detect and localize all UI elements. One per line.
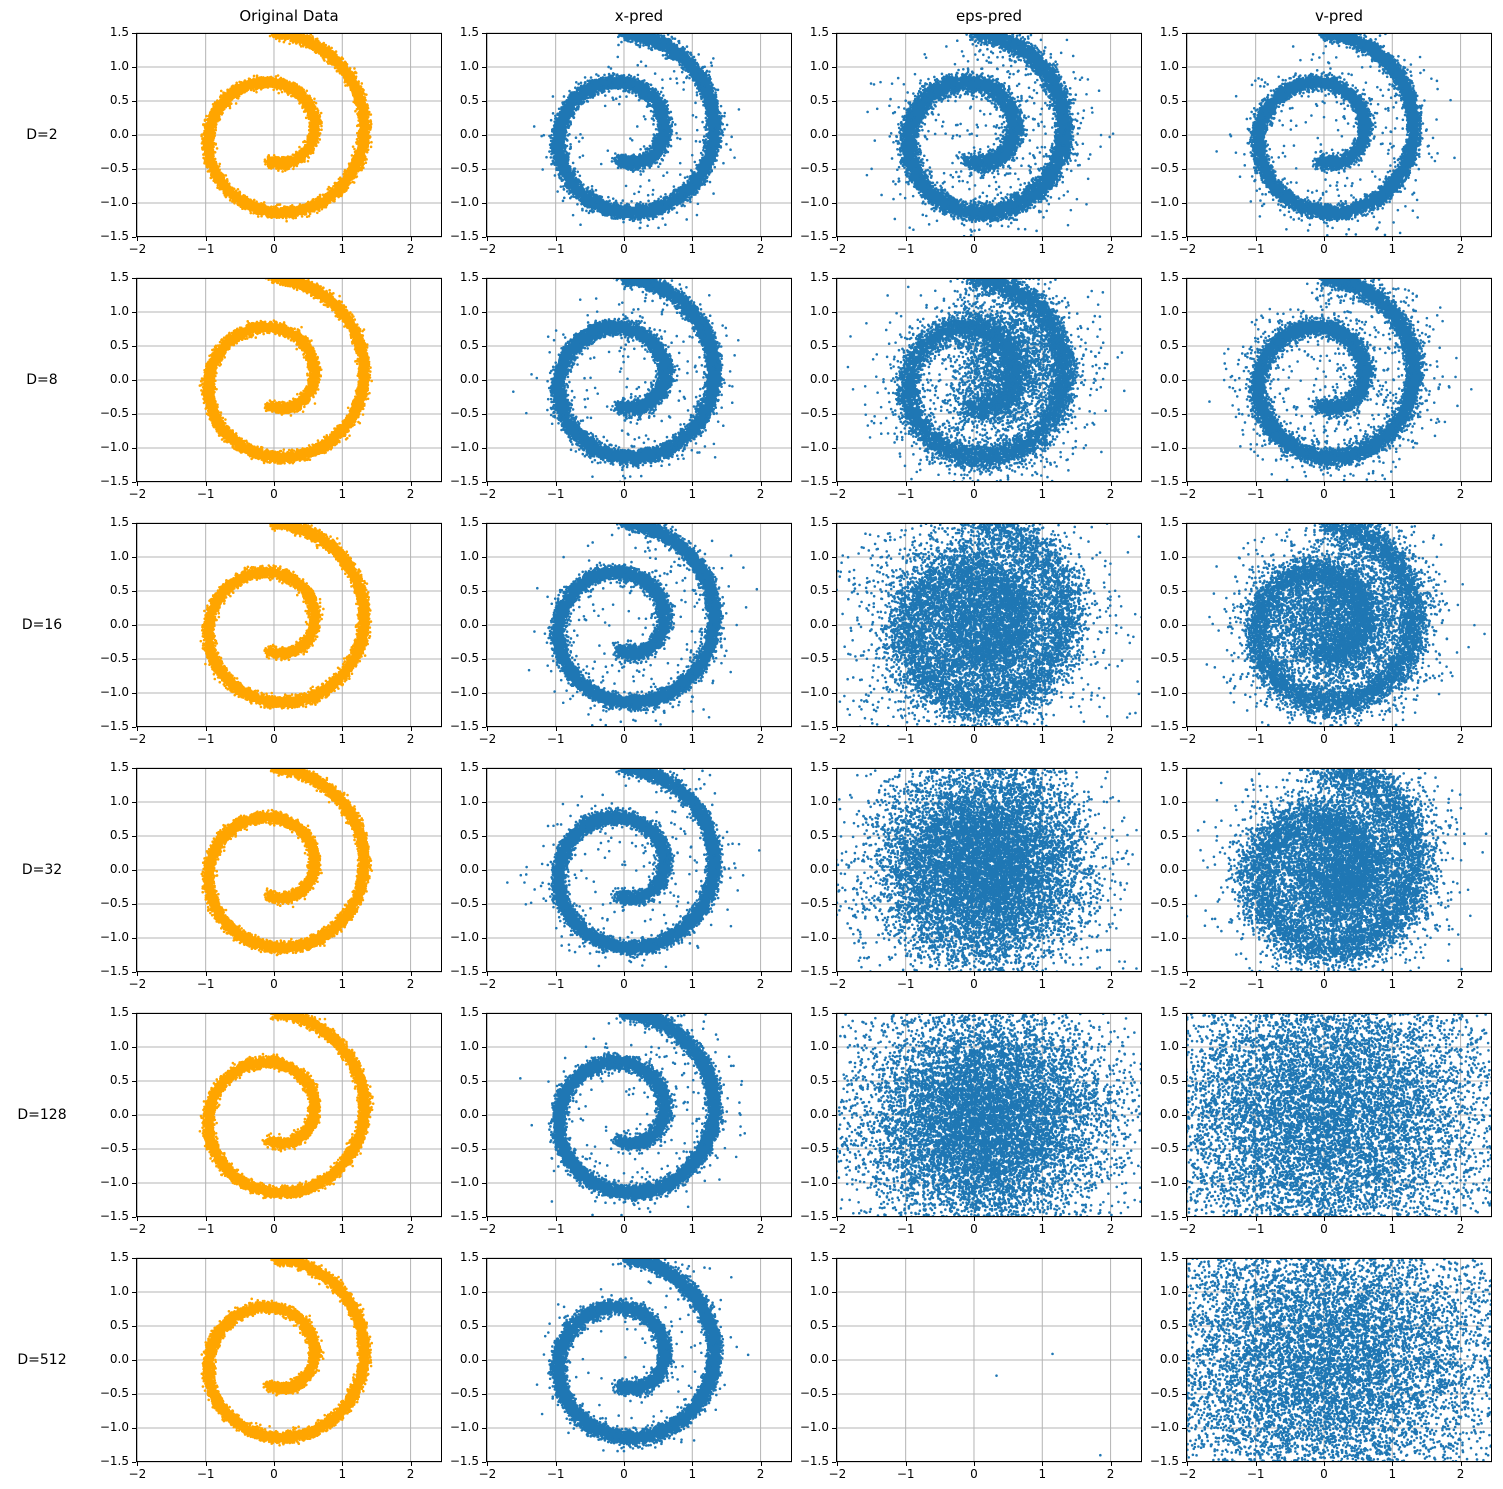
row-label-d16: D=16 [21, 617, 63, 633]
subplot-d512-v-pred [1136, 1248, 1503, 1489]
subplot-d512-original-data [86, 1248, 458, 1489]
subplot-d16-x-pred [436, 513, 808, 757]
subplot-d128-original-data [86, 1003, 458, 1247]
column-title-eps-pred: eps-pred [955, 7, 1023, 25]
subplot-d128-eps-pred [786, 1003, 1158, 1247]
subplot-d2-eps-pred [786, 23, 1158, 267]
subplot-d512-x-pred [436, 1248, 808, 1489]
subplot-d8-v-pred [1136, 268, 1503, 512]
subplot-d32-eps-pred [786, 758, 1158, 1002]
subplot-d8-x-pred [436, 268, 808, 512]
column-title-x-pred: x-pred [614, 7, 664, 25]
subplot-d32-x-pred [436, 758, 808, 1002]
subplot-d128-v-pred [1136, 1003, 1503, 1247]
subplot-d2-original-data [86, 23, 458, 267]
subplot-d8-original-data [86, 268, 458, 512]
subplot-d16-eps-pred [786, 513, 1158, 757]
row-label-d2: D=2 [26, 127, 58, 143]
row-label-d32: D=32 [21, 862, 63, 878]
subplot-d512-eps-pred [786, 1248, 1158, 1489]
subplot-d2-v-pred [1136, 23, 1503, 267]
subplot-d32-original-data [86, 758, 458, 1002]
column-title-original-data: Original Data [239, 7, 339, 25]
subplot-d2-x-pred [436, 23, 808, 267]
subplot-d32-v-pred [1136, 758, 1503, 1002]
subplot-d16-v-pred [1136, 513, 1503, 757]
row-label-d512: D=512 [17, 1352, 67, 1368]
row-label-d128: D=128 [17, 1107, 67, 1123]
subplot-d8-eps-pred [786, 268, 1158, 512]
subplot-d128-x-pred [436, 1003, 808, 1247]
subplot-d16-original-data [86, 513, 458, 757]
column-title-v-pred: v-pred [1315, 7, 1363, 25]
row-label-d8: D=8 [26, 372, 58, 388]
